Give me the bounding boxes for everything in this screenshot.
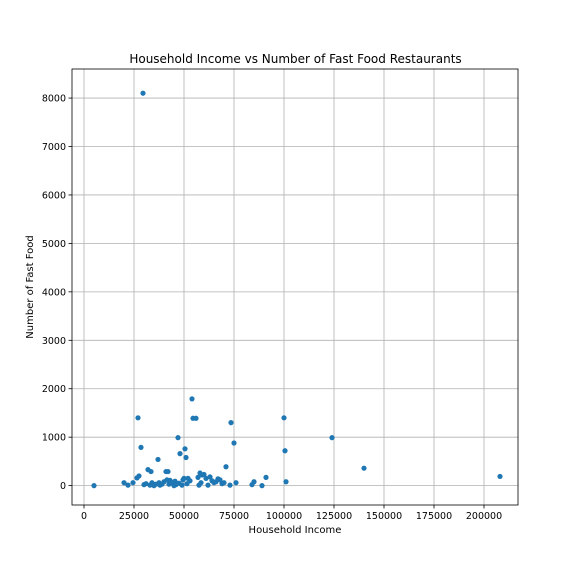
scatter-point — [251, 479, 257, 485]
x-tick-label: 25000 — [119, 511, 149, 522]
scatter-point — [177, 451, 183, 457]
scatter-point — [282, 448, 288, 454]
y-tick-label: 8000 — [42, 94, 66, 105]
scatter-point — [231, 440, 237, 446]
scatter-point — [193, 415, 199, 421]
y-tick-label: 0 — [60, 481, 66, 492]
x-tick-label: 50000 — [169, 511, 199, 522]
scatter-point — [155, 456, 161, 463]
scatter-point — [259, 483, 265, 489]
scatter-point — [221, 480, 227, 486]
scatter-point — [361, 465, 367, 471]
grid-lines — [72, 69, 518, 505]
scatter-point — [148, 468, 154, 475]
y-tick-label: 7000 — [42, 142, 66, 153]
x-tick-label: 200000 — [466, 511, 502, 522]
scatter-point — [140, 90, 146, 96]
scatter-point — [91, 483, 97, 489]
y-tick-label: 4000 — [42, 287, 66, 298]
scatter-point — [138, 444, 144, 450]
y-tick-label: 3000 — [42, 336, 66, 347]
x-tick-label: 0 — [81, 511, 87, 522]
x-tick-label: 150000 — [366, 511, 402, 522]
x-tick-label: 75000 — [219, 511, 249, 522]
scatter-point — [181, 475, 187, 481]
scatter-point — [203, 475, 209, 481]
scatter-point — [121, 480, 127, 486]
y-tick-label: 2000 — [42, 384, 66, 395]
scatter-point — [201, 471, 207, 478]
y-tick-label: 6000 — [42, 190, 66, 201]
y-tick-label: 1000 — [42, 433, 66, 444]
scatter-point — [198, 480, 204, 486]
x-tick-label: 125000 — [316, 511, 352, 522]
axis-ticks: 0 25000 50000 75000 100000 125000 150000 175000… — [42, 94, 502, 522]
y-axis-label: Number of Fast Food — [25, 235, 36, 338]
scatter-point — [187, 478, 193, 484]
scatter-point — [228, 420, 234, 426]
scatter-point — [329, 435, 335, 441]
scatter-point — [217, 477, 223, 483]
scatter-point — [135, 415, 141, 421]
scatter-point — [165, 468, 171, 475]
scatter-point — [189, 396, 195, 402]
scatter-point — [195, 474, 201, 480]
scatter-point — [143, 481, 149, 487]
scatter-point — [227, 482, 233, 488]
y-tick-label: 5000 — [42, 239, 66, 250]
scatter-point — [183, 454, 189, 461]
scatter-point — [281, 415, 287, 421]
scatter-point — [125, 482, 131, 488]
scatter-point — [136, 473, 142, 479]
scatter-point — [497, 473, 503, 480]
chart-title: Household Income vs Number of Fast Food … — [129, 52, 461, 66]
scatter-point — [283, 479, 289, 485]
scatter-point — [179, 482, 185, 488]
scatter-point — [130, 480, 136, 486]
x-tick-label: 100000 — [266, 511, 302, 522]
x-tick-label: 175000 — [416, 511, 452, 522]
scatter-point — [263, 474, 269, 480]
data-points — [91, 90, 503, 489]
scatter-point — [223, 464, 229, 470]
scatter-point — [175, 435, 181, 441]
scatter-point — [182, 446, 188, 452]
scatter-point — [207, 474, 213, 480]
x-axis-label: Household Income — [249, 525, 342, 536]
scatter-point — [233, 480, 239, 486]
plot-area-frame — [71, 68, 519, 506]
scatter-point — [205, 482, 211, 488]
